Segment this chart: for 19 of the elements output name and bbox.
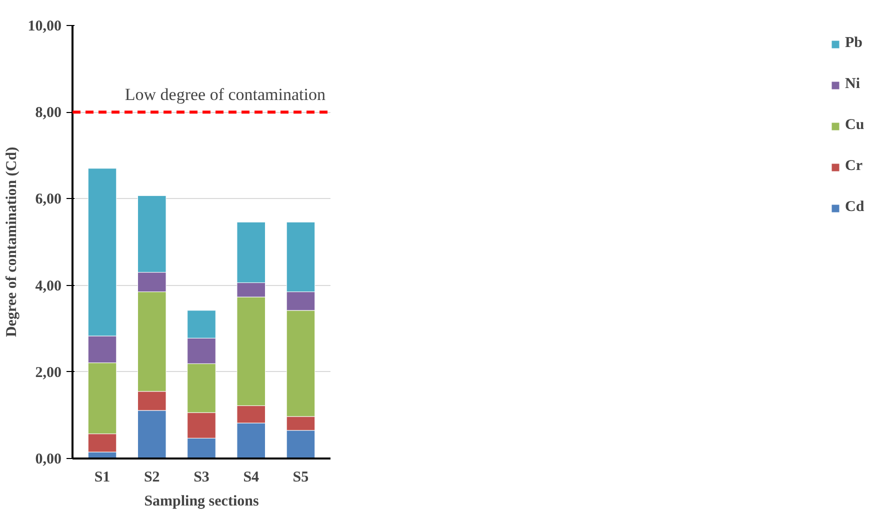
y-tick-label: 10,00: [28, 18, 62, 34]
legend-label: Pb: [845, 35, 864, 52]
x-tick-label: S3: [194, 470, 210, 486]
y-tick-label: 6,00: [35, 192, 62, 208]
x-tick-label: S4: [243, 470, 260, 486]
ref-line-label: Low degree of contamination: [124, 85, 326, 104]
legend-label: Cu: [845, 117, 865, 134]
y-tick-label: 8,00: [35, 105, 62, 122]
legend-label: Cd: [845, 199, 865, 216]
x-tick-label: S1: [94, 470, 110, 486]
x-tick-label: S2: [144, 470, 160, 486]
legend-label: Cr: [845, 158, 864, 175]
x-axis-title: Sampling sections: [144, 494, 259, 510]
legend-label: Ni: [845, 76, 861, 93]
y-axis-title: Degree of contamination (Cd): [4, 146, 20, 338]
y-tick-label: 4,00: [35, 278, 62, 294]
y-tick-label: 2,00: [35, 364, 62, 381]
x-tick-label: S5: [292, 470, 309, 486]
y-tick-label: 0,00: [35, 452, 62, 468]
